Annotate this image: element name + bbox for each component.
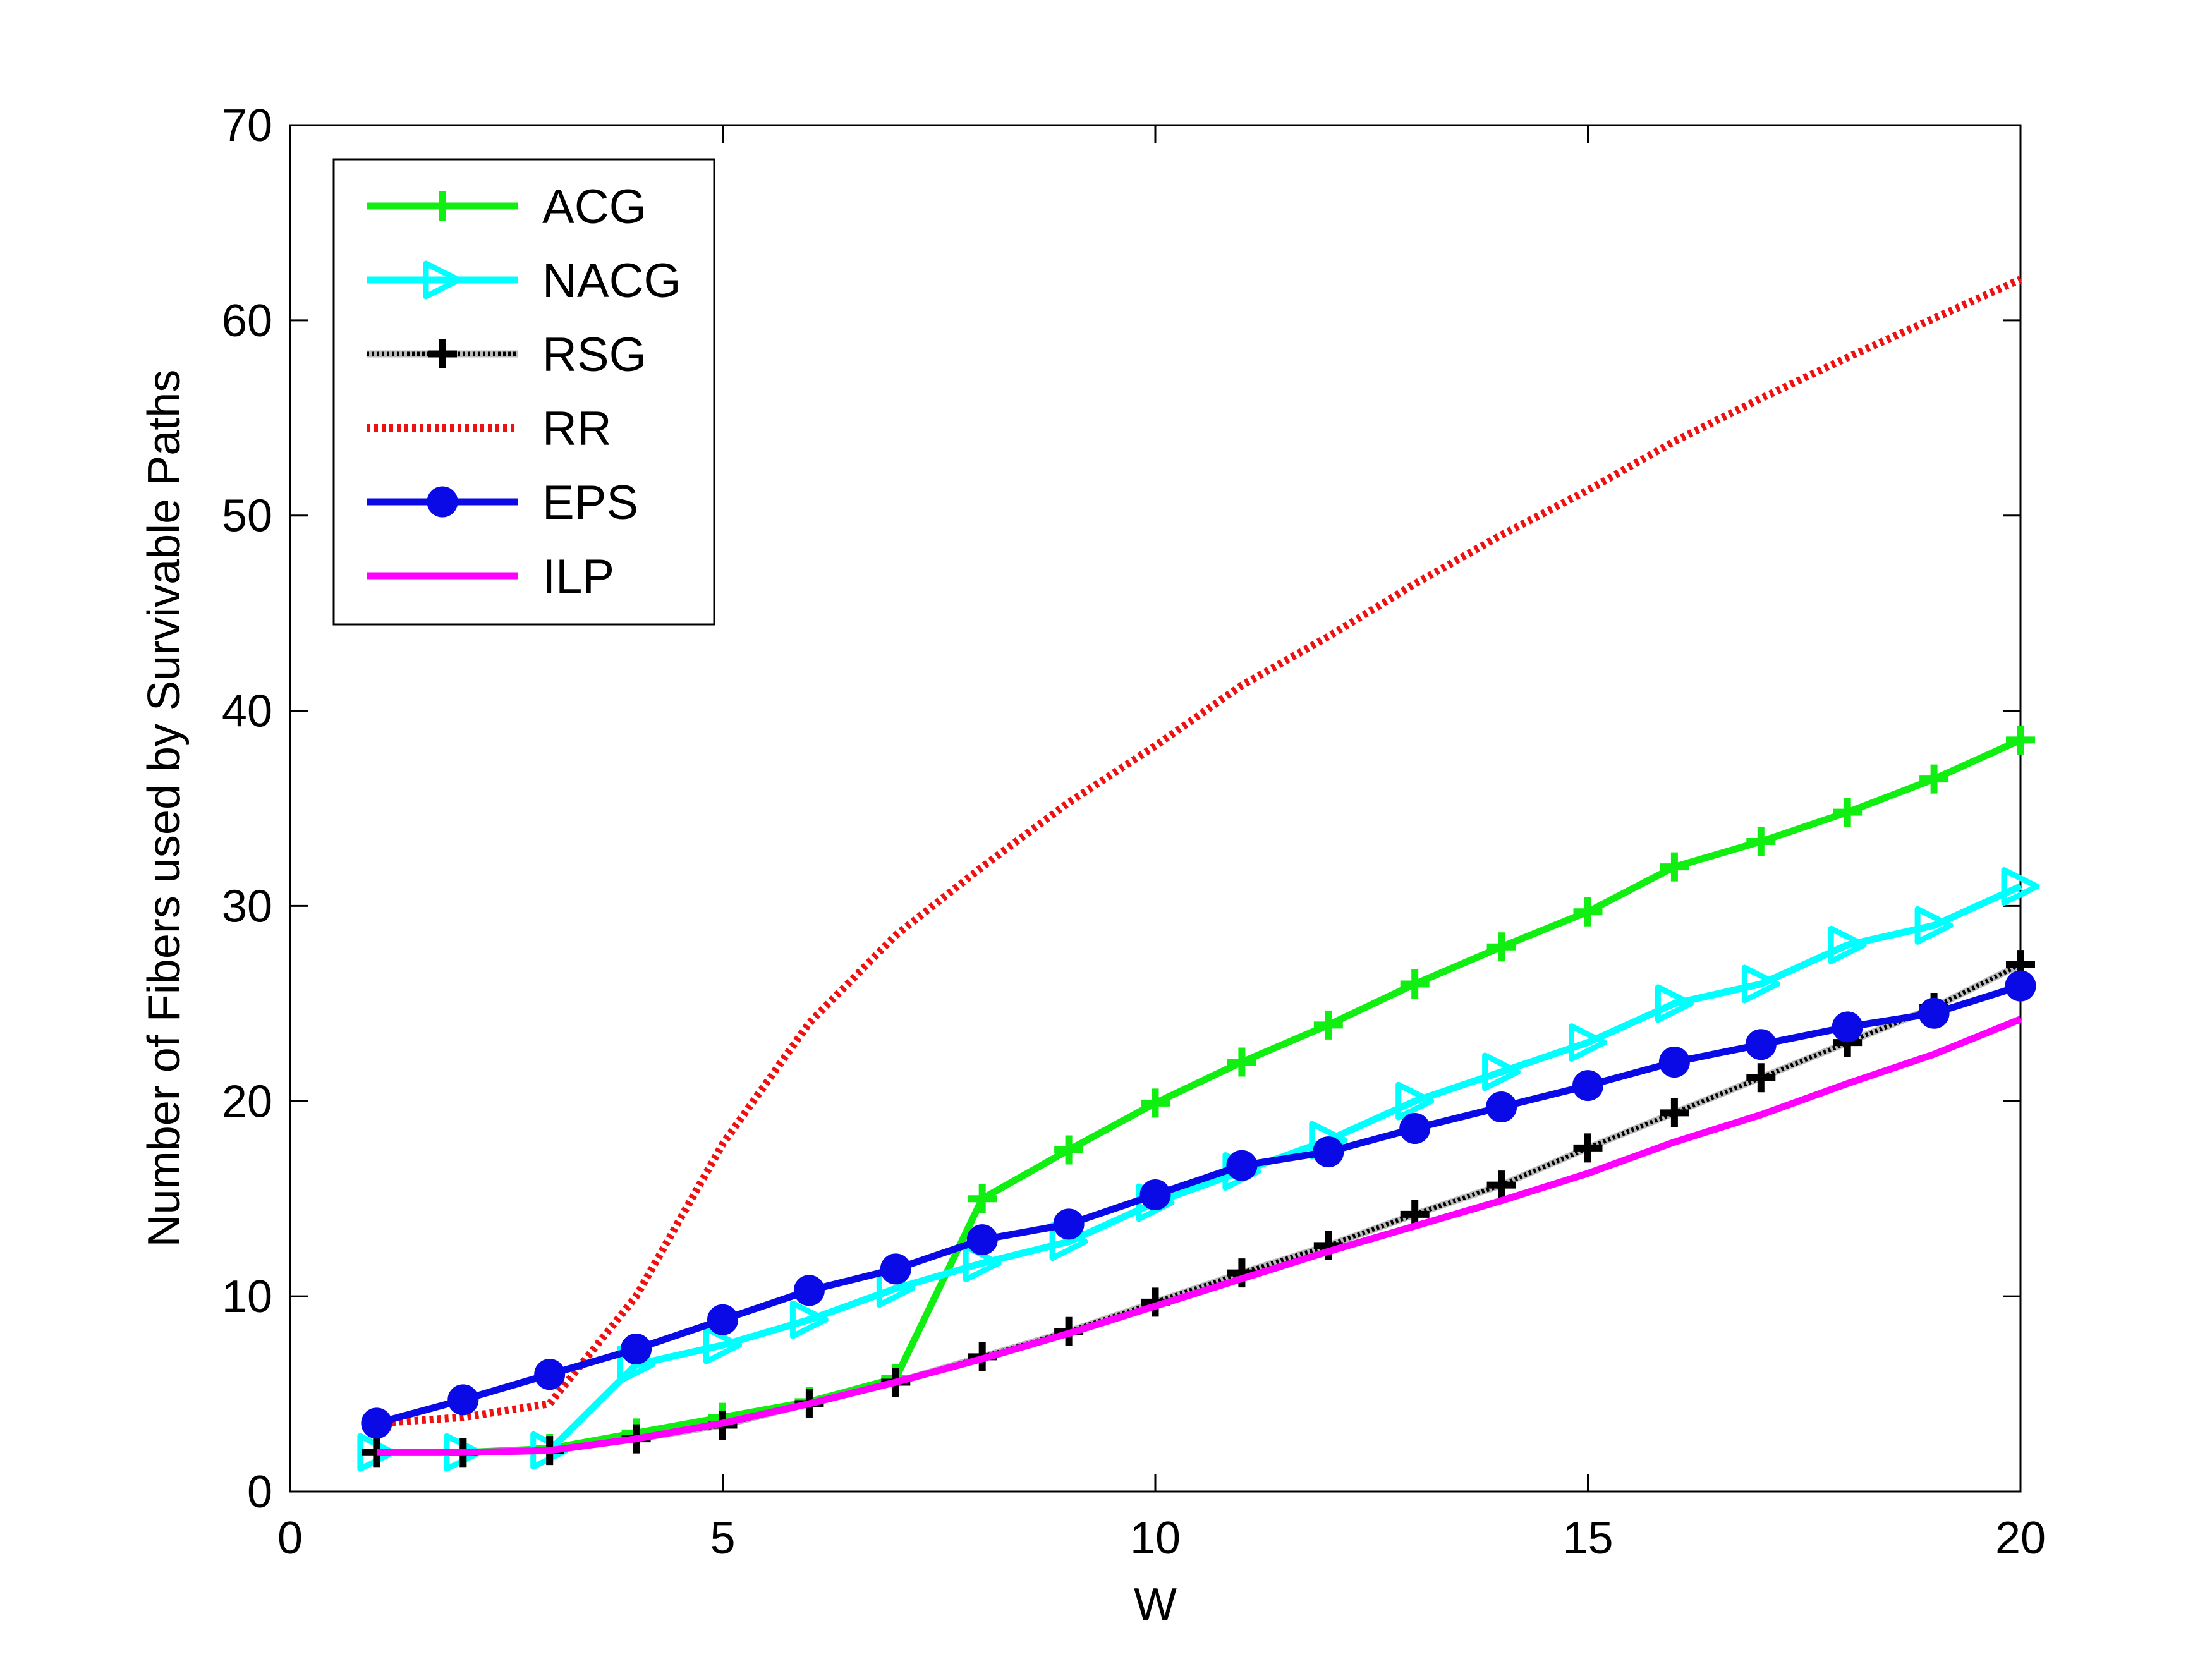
data-point [1569, 1023, 1607, 1062]
y-tick-label: 20 [222, 1076, 272, 1127]
data-point [1833, 798, 1863, 827]
legend-entry-nacg: NACG [367, 254, 681, 308]
data-point [1746, 827, 1776, 856]
data-point [793, 1275, 825, 1306]
legend-label: RSG [542, 328, 647, 382]
legend-marker [423, 260, 462, 300]
data-point [1486, 1091, 1517, 1123]
data-point [880, 1253, 911, 1285]
series-rr [376, 276, 2022, 1427]
data-point [2006, 725, 2035, 755]
legend-marker [427, 486, 458, 518]
legend-label: ACG [542, 180, 647, 234]
data-point [447, 1384, 479, 1416]
data-point [1486, 932, 1516, 962]
legend-entries: ACG NACG RSG RR EPS ILP [367, 180, 681, 604]
x-tick-label: 10 [1130, 1513, 1181, 1564]
series-layer [357, 276, 2040, 1472]
data-point [1660, 852, 1689, 882]
legend-label: RR [542, 402, 612, 456]
data-point [2005, 970, 2036, 1002]
x-axis-label: W [1134, 1579, 1177, 1630]
legend-entry-eps: EPS [367, 476, 638, 530]
data-point [1918, 997, 1950, 1029]
y-tick-label: 70 [222, 100, 272, 151]
data-point [534, 1359, 566, 1390]
series-line [376, 1016, 2022, 1456]
legend-label: EPS [542, 476, 638, 530]
data-point [703, 1325, 742, 1364]
y-axis-ticks: 0 10 20 30 40 50 60 70 [222, 100, 2021, 1517]
data-point [361, 1407, 392, 1439]
data-point [1226, 1150, 1258, 1181]
data-point [1313, 1010, 1343, 1040]
data-point [1828, 925, 1867, 964]
x-tick-label: 0 [277, 1513, 303, 1564]
legend: ACG NACG RSG RR EPS ILP [332, 158, 715, 626]
series-ilp [376, 1016, 2022, 1456]
data-point [1741, 964, 1780, 1004]
data-point [1486, 1170, 1516, 1200]
data-point [1395, 1081, 1435, 1121]
data-point [1745, 1029, 1777, 1060]
data-point [1139, 1179, 1171, 1211]
data-point [1572, 1070, 1603, 1102]
legend-label: ILP [542, 550, 614, 604]
y-tick-label: 40 [222, 686, 272, 737]
data-point [1914, 906, 1954, 945]
y-tick-label: 50 [222, 491, 272, 542]
data-point [1482, 1052, 1521, 1091]
series-line [376, 276, 2022, 1427]
legend-entry-acg: ACG [367, 180, 647, 234]
data-point [1919, 764, 1949, 794]
legend-box [332, 158, 715, 626]
legend-marker [428, 191, 457, 221]
data-point [1573, 897, 1603, 927]
data-point [1141, 1088, 1170, 1118]
legend-entry-ilp: ILP [367, 550, 614, 604]
legend-label: NACG [542, 254, 681, 308]
series-eps [361, 970, 2036, 1439]
data-point [966, 1224, 998, 1256]
data-point [1658, 1047, 1690, 1078]
data-point [707, 1304, 738, 1335]
x-tick-label: 5 [710, 1513, 735, 1564]
data-point [1660, 1098, 1689, 1127]
legend-entry-rr: RR [367, 402, 612, 456]
x-tick-label: 20 [1995, 1513, 2046, 1564]
data-point [1053, 1208, 1085, 1240]
y-tick-label: 30 [222, 881, 272, 932]
data-point [789, 1300, 829, 1339]
data-point [1746, 1063, 1776, 1093]
y-tick-label: 0 [247, 1467, 272, 1517]
y-tick-label: 60 [222, 296, 272, 346]
legend-marker [428, 339, 457, 368]
data-point [1399, 1113, 1431, 1145]
data-point [1313, 1136, 1344, 1168]
data-point [1655, 984, 1694, 1023]
data-point [1832, 1011, 1863, 1043]
x-tick-label: 15 [1562, 1513, 1613, 1564]
data-point [2001, 867, 2040, 906]
data-point [1227, 1047, 1256, 1077]
x-axis-ticks: 0 5 10 15 20 [277, 125, 2046, 1564]
y-axis-label: Number of Fibers used by Survivable Path… [139, 370, 190, 1248]
data-point [621, 1334, 652, 1365]
data-point [1573, 1133, 1603, 1163]
y-tick-label: 10 [222, 1272, 272, 1322]
legend-entry-rsg: RSG [367, 328, 647, 382]
data-point [1400, 969, 1430, 999]
data-point [968, 1184, 997, 1213]
data-point [1054, 1135, 1084, 1165]
